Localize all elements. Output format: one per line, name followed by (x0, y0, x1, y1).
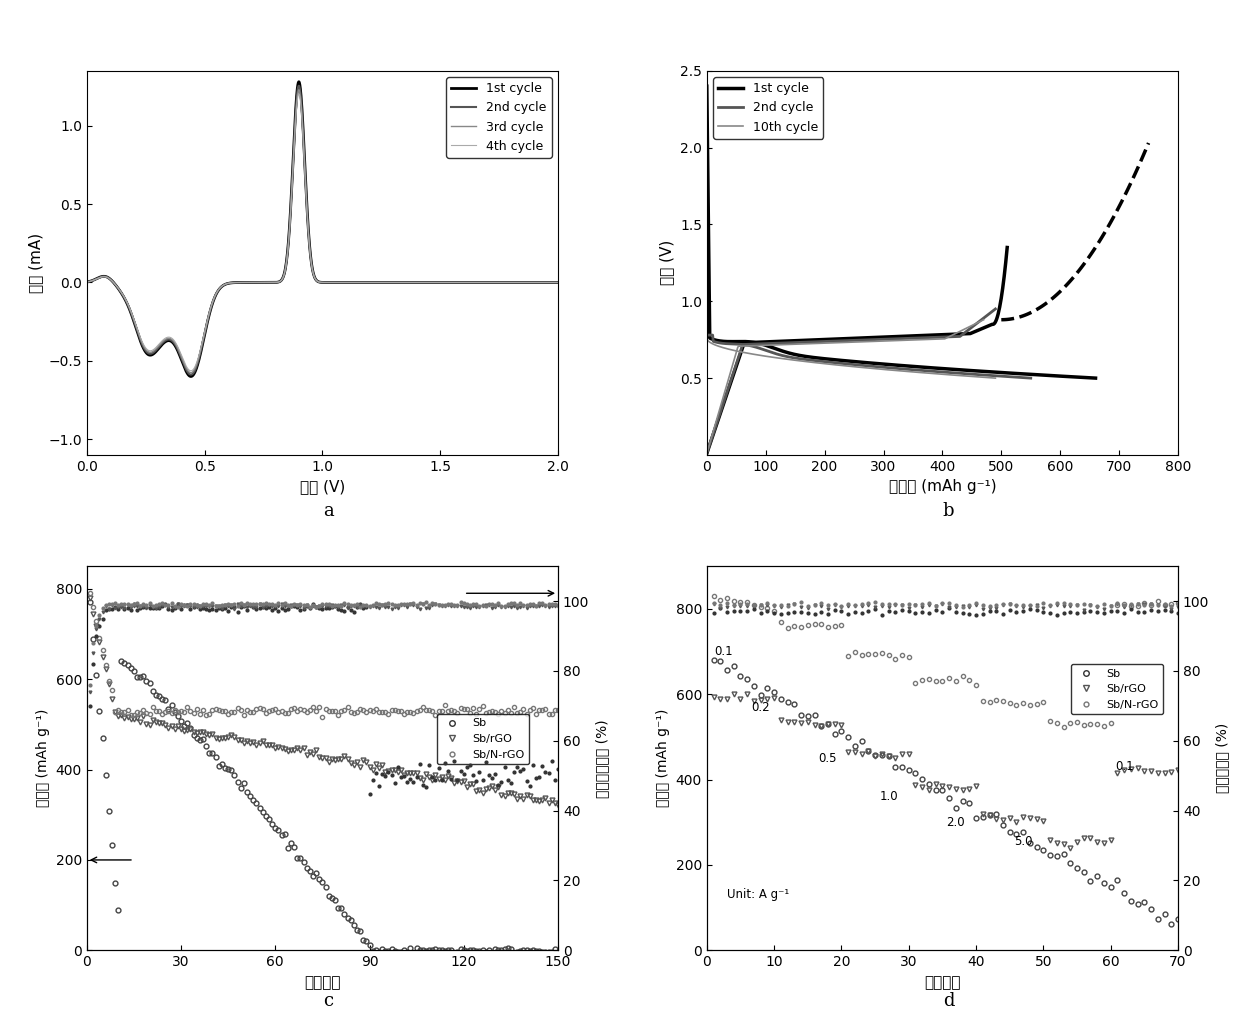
Sb/N-rGO (237, 709, 252, 721)
Sb/rGO (551, 799, 565, 811)
Line: Sb/N-rGO: Sb/N-rGO (88, 591, 560, 719)
Sb/N-rGO (315, 711, 330, 723)
Sb/N-rGO (268, 703, 283, 715)
Sb/rGO (405, 767, 420, 779)
X-axis label: 循环圈数: 循环圈数 (924, 975, 961, 990)
Y-axis label: 电压 (V): 电压 (V) (660, 241, 675, 285)
Legend: 1st cycle, 2nd cycle, 3rd cycle, 4th cycle: 1st cycle, 2nd cycle, 3rd cycle, 4th cyc… (446, 77, 552, 158)
Line: Sb/rGO: Sb/rGO (88, 595, 560, 807)
Y-axis label: 比容量 (mAh g⁻¹): 比容量 (mAh g⁻¹) (36, 709, 50, 808)
Y-axis label: 容量保持率 (%): 容量保持率 (%) (1215, 723, 1229, 794)
Text: 0.5: 0.5 (818, 752, 837, 764)
X-axis label: 循环圈数: 循环圈数 (304, 975, 341, 990)
Text: 1.0: 1.0 (879, 791, 898, 803)
Legend: Sb, Sb/rGO, Sb/N-rGO: Sb, Sb/rGO, Sb/N-rGO (1071, 664, 1163, 714)
Sb (409, 942, 424, 954)
Text: d: d (942, 992, 955, 1010)
Legend: 1st cycle, 2nd cycle, 10th cycle: 1st cycle, 2nd cycle, 10th cycle (713, 77, 823, 139)
Sb/rGO (469, 785, 484, 797)
Sb/N-rGO (83, 587, 98, 600)
Sb (268, 822, 283, 834)
Sb (405, 947, 420, 959)
Text: b: b (942, 501, 955, 520)
Text: a: a (324, 501, 334, 520)
Text: Unit: A g⁻¹: Unit: A g⁻¹ (727, 889, 789, 902)
X-axis label: 比容量 (mAh g⁻¹): 比容量 (mAh g⁻¹) (889, 479, 996, 494)
Text: 0.1: 0.1 (1115, 760, 1133, 773)
Text: 0.2: 0.2 (751, 701, 770, 714)
Sb/rGO (268, 742, 283, 754)
Sb/N-rGO (551, 704, 565, 716)
Sb/N-rGO (472, 704, 487, 716)
Sb/rGO (346, 758, 361, 770)
Legend: Sb, Sb/rGO, Sb/N-rGO: Sb, Sb/rGO, Sb/N-rGO (436, 714, 529, 764)
Y-axis label: 比容量 (mAh g⁻¹): 比容量 (mAh g⁻¹) (656, 709, 670, 808)
Sb/N-rGO (331, 710, 346, 722)
Sb/rGO (83, 591, 98, 604)
Sb (551, 945, 565, 957)
Y-axis label: 比容量保持率 (%): 比容量保持率 (%) (595, 719, 609, 798)
Sb (346, 918, 361, 930)
Sb (472, 945, 487, 957)
Y-axis label: 电流 (mA): 电流 (mA) (27, 233, 42, 293)
Sb/rGO (237, 737, 252, 749)
Sb/rGO (327, 754, 342, 766)
Sb (237, 776, 252, 789)
Text: c: c (324, 992, 334, 1010)
Text: 5.0: 5.0 (1014, 835, 1033, 848)
Line: Sb: Sb (88, 600, 560, 955)
Text: 0.1: 0.1 (714, 645, 733, 658)
Sb/N-rGO (350, 706, 365, 718)
Sb (327, 894, 342, 906)
Text: 2.0: 2.0 (946, 816, 965, 829)
Sb/N-rGO (409, 705, 424, 717)
Sb (83, 596, 98, 609)
X-axis label: 电压 (V): 电压 (V) (300, 479, 345, 494)
